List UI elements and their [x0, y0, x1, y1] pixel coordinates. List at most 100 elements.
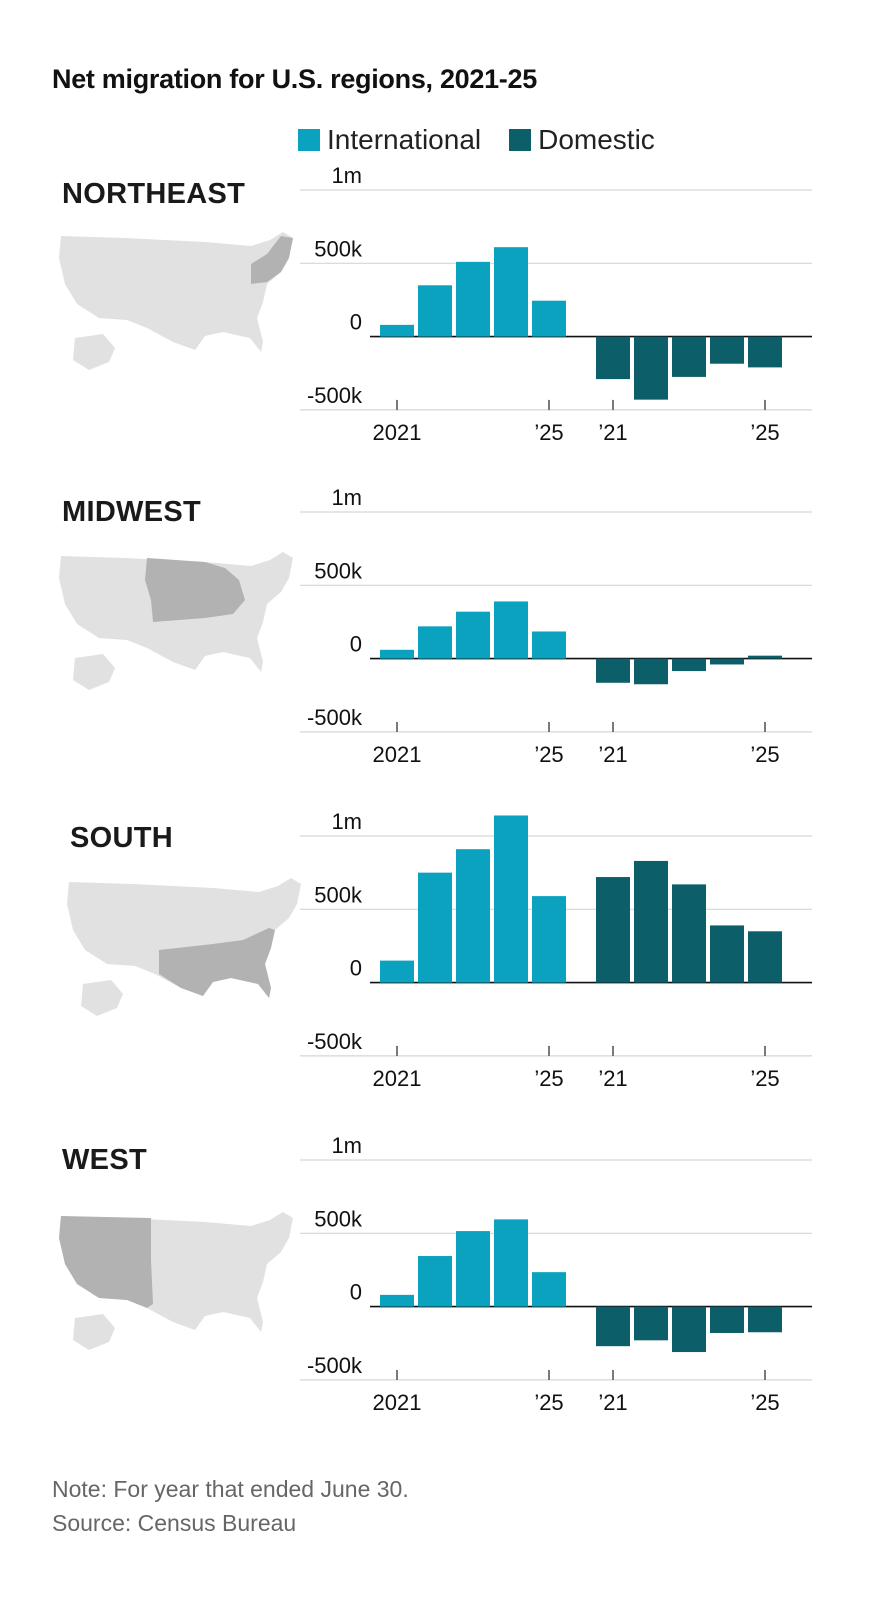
bar-midwest-international-2024 — [494, 601, 528, 659]
legend-swatch-domestic — [509, 129, 532, 151]
y-tick-label-west: 500k — [314, 1206, 363, 1231]
map-land-alaska — [81, 980, 123, 1016]
bar-midwest-international-2022 — [418, 626, 452, 659]
y-tick-label-south: 1m — [331, 809, 362, 834]
bar-south-international-2021 — [380, 960, 414, 983]
map-land — [59, 232, 293, 352]
legend-label-domestic: Domestic — [538, 124, 655, 155]
bar-northeast-domestic-2025 — [748, 336, 782, 368]
bar-south-domestic-2022 — [634, 860, 668, 983]
bar-northeast-international-2022 — [418, 285, 452, 337]
footer-notes: Note: For year that ended June 30. Sourc… — [52, 1472, 409, 1540]
map-highlight — [59, 1216, 153, 1308]
map-northeast — [59, 232, 293, 370]
bar-midwest-international-2023 — [456, 611, 490, 659]
bar-south-domestic-2021 — [596, 877, 630, 983]
legend-swatch-international — [298, 129, 320, 151]
map-south — [67, 878, 301, 1016]
bar-south-international-2022 — [418, 872, 452, 983]
footnote: Note: For year that ended June 30. — [52, 1476, 409, 1502]
bar-midwest-domestic-2022 — [634, 658, 668, 685]
x-tick-label-south-domestic-last: ’25 — [750, 1066, 779, 1091]
bar-midwest-international-2025 — [532, 631, 566, 659]
map-west — [59, 1212, 293, 1350]
map-highlight — [251, 236, 293, 284]
bar-south-domestic-2024 — [710, 925, 744, 983]
legend-label-international: International — [327, 124, 482, 155]
bar-northeast-international-2023 — [456, 261, 490, 337]
bar-south-domestic-2023 — [672, 884, 706, 983]
bar-midwest-domestic-2021 — [596, 658, 630, 683]
bar-midwest-domestic-2024 — [710, 658, 744, 665]
y-tick-label-south: 500k — [314, 882, 363, 907]
y-tick-label-northeast: -500k — [307, 383, 363, 408]
bar-west-domestic-2021 — [596, 1306, 630, 1347]
map-land-alaska — [73, 334, 115, 370]
y-tick-label-northeast: 1m — [331, 163, 362, 188]
x-tick-label-midwest-international-first: 2021 — [373, 742, 422, 767]
bar-northeast-international-2025 — [532, 300, 566, 337]
x-tick-label-west-international-last: ’25 — [534, 1390, 563, 1415]
map-highlight — [145, 558, 245, 622]
bar-west-domestic-2022 — [634, 1306, 668, 1341]
y-tick-label-northeast: 500k — [314, 236, 363, 261]
bar-northeast-domestic-2024 — [710, 336, 744, 364]
source-note: Source: Census Bureau — [52, 1510, 297, 1536]
bar-west-international-2022 — [418, 1256, 452, 1307]
bar-west-international-2021 — [380, 1294, 414, 1307]
bar-west-international-2025 — [532, 1272, 566, 1307]
legend-item-domestic: Domestic — [509, 124, 655, 156]
map-midwest — [59, 552, 293, 690]
x-tick-label-west-international-first: 2021 — [373, 1390, 422, 1415]
x-tick-label-northeast-domestic-last: ’25 — [750, 420, 779, 445]
bar-west-domestic-2023 — [672, 1306, 706, 1353]
map-land-alaska — [73, 1314, 115, 1350]
bar-west-international-2024 — [494, 1219, 528, 1307]
bar-west-domestic-2025 — [748, 1306, 782, 1333]
bar-northeast-domestic-2021 — [596, 336, 630, 380]
y-tick-label-midwest: 0 — [350, 632, 362, 657]
region-label-midwest: MIDWEST — [62, 496, 202, 528]
y-tick-label-midwest: 500k — [314, 558, 363, 583]
bar-south-international-2024 — [494, 815, 528, 983]
x-tick-label-south-international-first: 2021 — [373, 1066, 422, 1091]
bar-west-domestic-2024 — [710, 1306, 744, 1333]
y-tick-label-midwest: 1m — [331, 485, 362, 510]
bar-south-international-2023 — [456, 849, 490, 983]
bar-south-international-2025 — [532, 896, 566, 983]
bar-northeast-domestic-2022 — [634, 336, 668, 400]
bar-northeast-domestic-2023 — [672, 336, 706, 377]
bar-midwest-domestic-2023 — [672, 658, 706, 672]
region-label-south: SOUTH — [70, 822, 173, 854]
y-tick-label-west: 0 — [350, 1280, 362, 1305]
x-tick-label-south-international-last: ’25 — [534, 1066, 563, 1091]
legend: International Domestic — [298, 124, 683, 156]
y-tick-label-west: 1m — [331, 1133, 362, 1158]
legend-item-international: International — [298, 124, 481, 156]
x-tick-label-west-domestic-first: ’21 — [598, 1390, 627, 1415]
bar-northeast-international-2024 — [494, 247, 528, 337]
x-tick-label-northeast-international-last: ’25 — [534, 420, 563, 445]
y-tick-label-west: -500k — [307, 1353, 363, 1378]
bar-midwest-international-2021 — [380, 649, 414, 659]
x-tick-label-midwest-domestic-first: ’21 — [598, 742, 627, 767]
bar-midwest-domestic-2025 — [748, 655, 782, 659]
x-tick-label-northeast-international-first: 2021 — [373, 420, 422, 445]
x-tick-label-west-domestic-last: ’25 — [750, 1390, 779, 1415]
y-tick-label-south: -500k — [307, 1029, 363, 1054]
x-tick-label-south-domestic-first: ’21 — [598, 1066, 627, 1091]
y-tick-label-midwest: -500k — [307, 705, 363, 730]
chart-title: Net migration for U.S. regions, 2021-25 — [52, 64, 537, 94]
map-highlight — [159, 928, 275, 998]
bar-northeast-international-2021 — [380, 324, 414, 337]
region-label-northeast: NORTHEAST — [62, 178, 246, 210]
y-tick-label-northeast: 0 — [350, 310, 362, 335]
map-land-alaska — [73, 654, 115, 690]
x-tick-label-midwest-domestic-last: ’25 — [750, 742, 779, 767]
bar-west-international-2023 — [456, 1231, 490, 1307]
y-tick-label-south: 0 — [350, 956, 362, 981]
x-tick-label-midwest-international-last: ’25 — [534, 742, 563, 767]
x-tick-label-northeast-domestic-first: ’21 — [598, 420, 627, 445]
region-label-west: WEST — [62, 1144, 147, 1176]
